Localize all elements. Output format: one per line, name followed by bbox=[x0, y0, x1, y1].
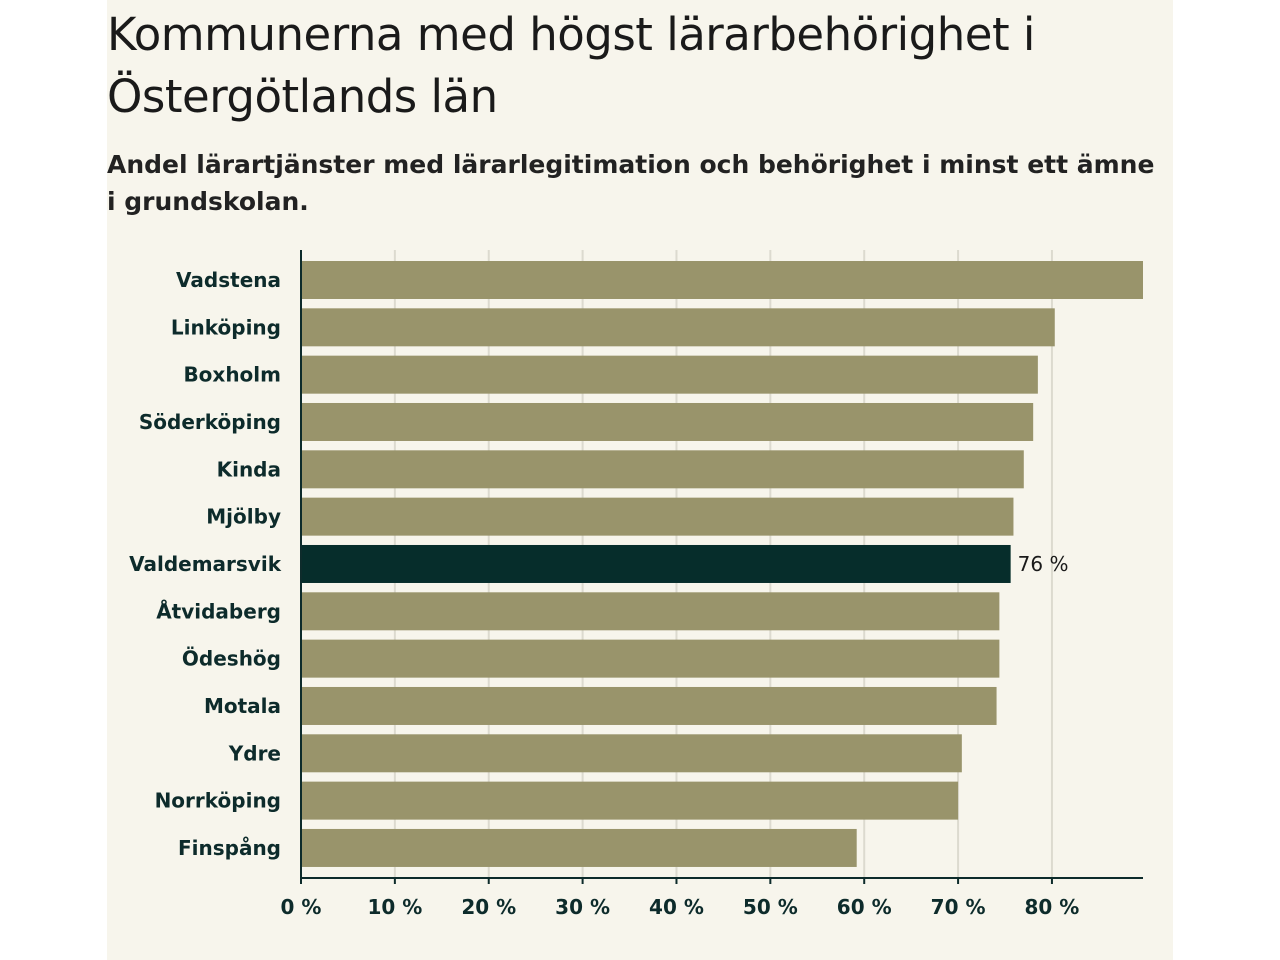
bar-3 bbox=[301, 355, 1038, 394]
x-axis: 0 % 10 % 20 % 30 % 40 % 50 % 60 % 70 % 80 % bbox=[281, 250, 1143, 919]
bar-8 bbox=[301, 592, 1000, 631]
bar-6 bbox=[301, 497, 1014, 536]
x-tick-label: 60 % bbox=[837, 895, 892, 919]
category-label: Söderköping bbox=[139, 410, 281, 434]
x-tick-label: 30 % bbox=[555, 895, 610, 919]
bar-12 bbox=[301, 781, 959, 820]
category-label: Ydre bbox=[228, 741, 281, 765]
category-label: Åtvidaberg bbox=[156, 599, 281, 623]
category-label: Motala bbox=[204, 694, 281, 718]
category-label: Norrköping bbox=[155, 789, 281, 813]
bar-4 bbox=[301, 402, 1034, 441]
x-tick-label: 40 % bbox=[649, 895, 704, 919]
bar-11 bbox=[301, 734, 962, 773]
bar-5 bbox=[301, 450, 1024, 489]
category-label: Ödeshög bbox=[182, 647, 281, 671]
x-tick-label: 50 % bbox=[743, 895, 798, 919]
bar-1 bbox=[301, 261, 1143, 299]
category-labels: Vadstena Linköping Boxholm Söderköping Kinda… bbox=[129, 268, 1068, 860]
x-tick-label: 70 % bbox=[931, 895, 986, 919]
bar-13 bbox=[301, 828, 857, 867]
bars bbox=[301, 261, 1143, 867]
category-label: Boxholm bbox=[183, 363, 281, 387]
x-tick-label: 0 % bbox=[281, 895, 322, 919]
category-label: Valdemarsvik bbox=[129, 552, 282, 576]
x-tick-label: 80 % bbox=[1025, 895, 1080, 919]
bar-10 bbox=[301, 686, 997, 725]
category-label: Mjölby bbox=[206, 505, 281, 529]
category-label: Finspång bbox=[178, 836, 281, 860]
x-tick-label: 20 % bbox=[461, 895, 516, 919]
bar-9 bbox=[301, 639, 1000, 678]
x-tick-label: 10 % bbox=[367, 895, 422, 919]
bar-7 bbox=[301, 544, 1011, 583]
chart-subtitle: Andel lärartjänster med lärarlegitimatio… bbox=[107, 150, 1155, 216]
highlight-data-label: 76 % bbox=[1018, 552, 1069, 576]
category-label: Kinda bbox=[217, 457, 281, 481]
category-label: Linköping bbox=[171, 315, 281, 339]
bar-2 bbox=[301, 308, 1055, 347]
chart-title: Kommunerna med högst lärarbehörighet i Ö… bbox=[107, 8, 1035, 123]
category-label: Vadstena bbox=[176, 268, 281, 292]
